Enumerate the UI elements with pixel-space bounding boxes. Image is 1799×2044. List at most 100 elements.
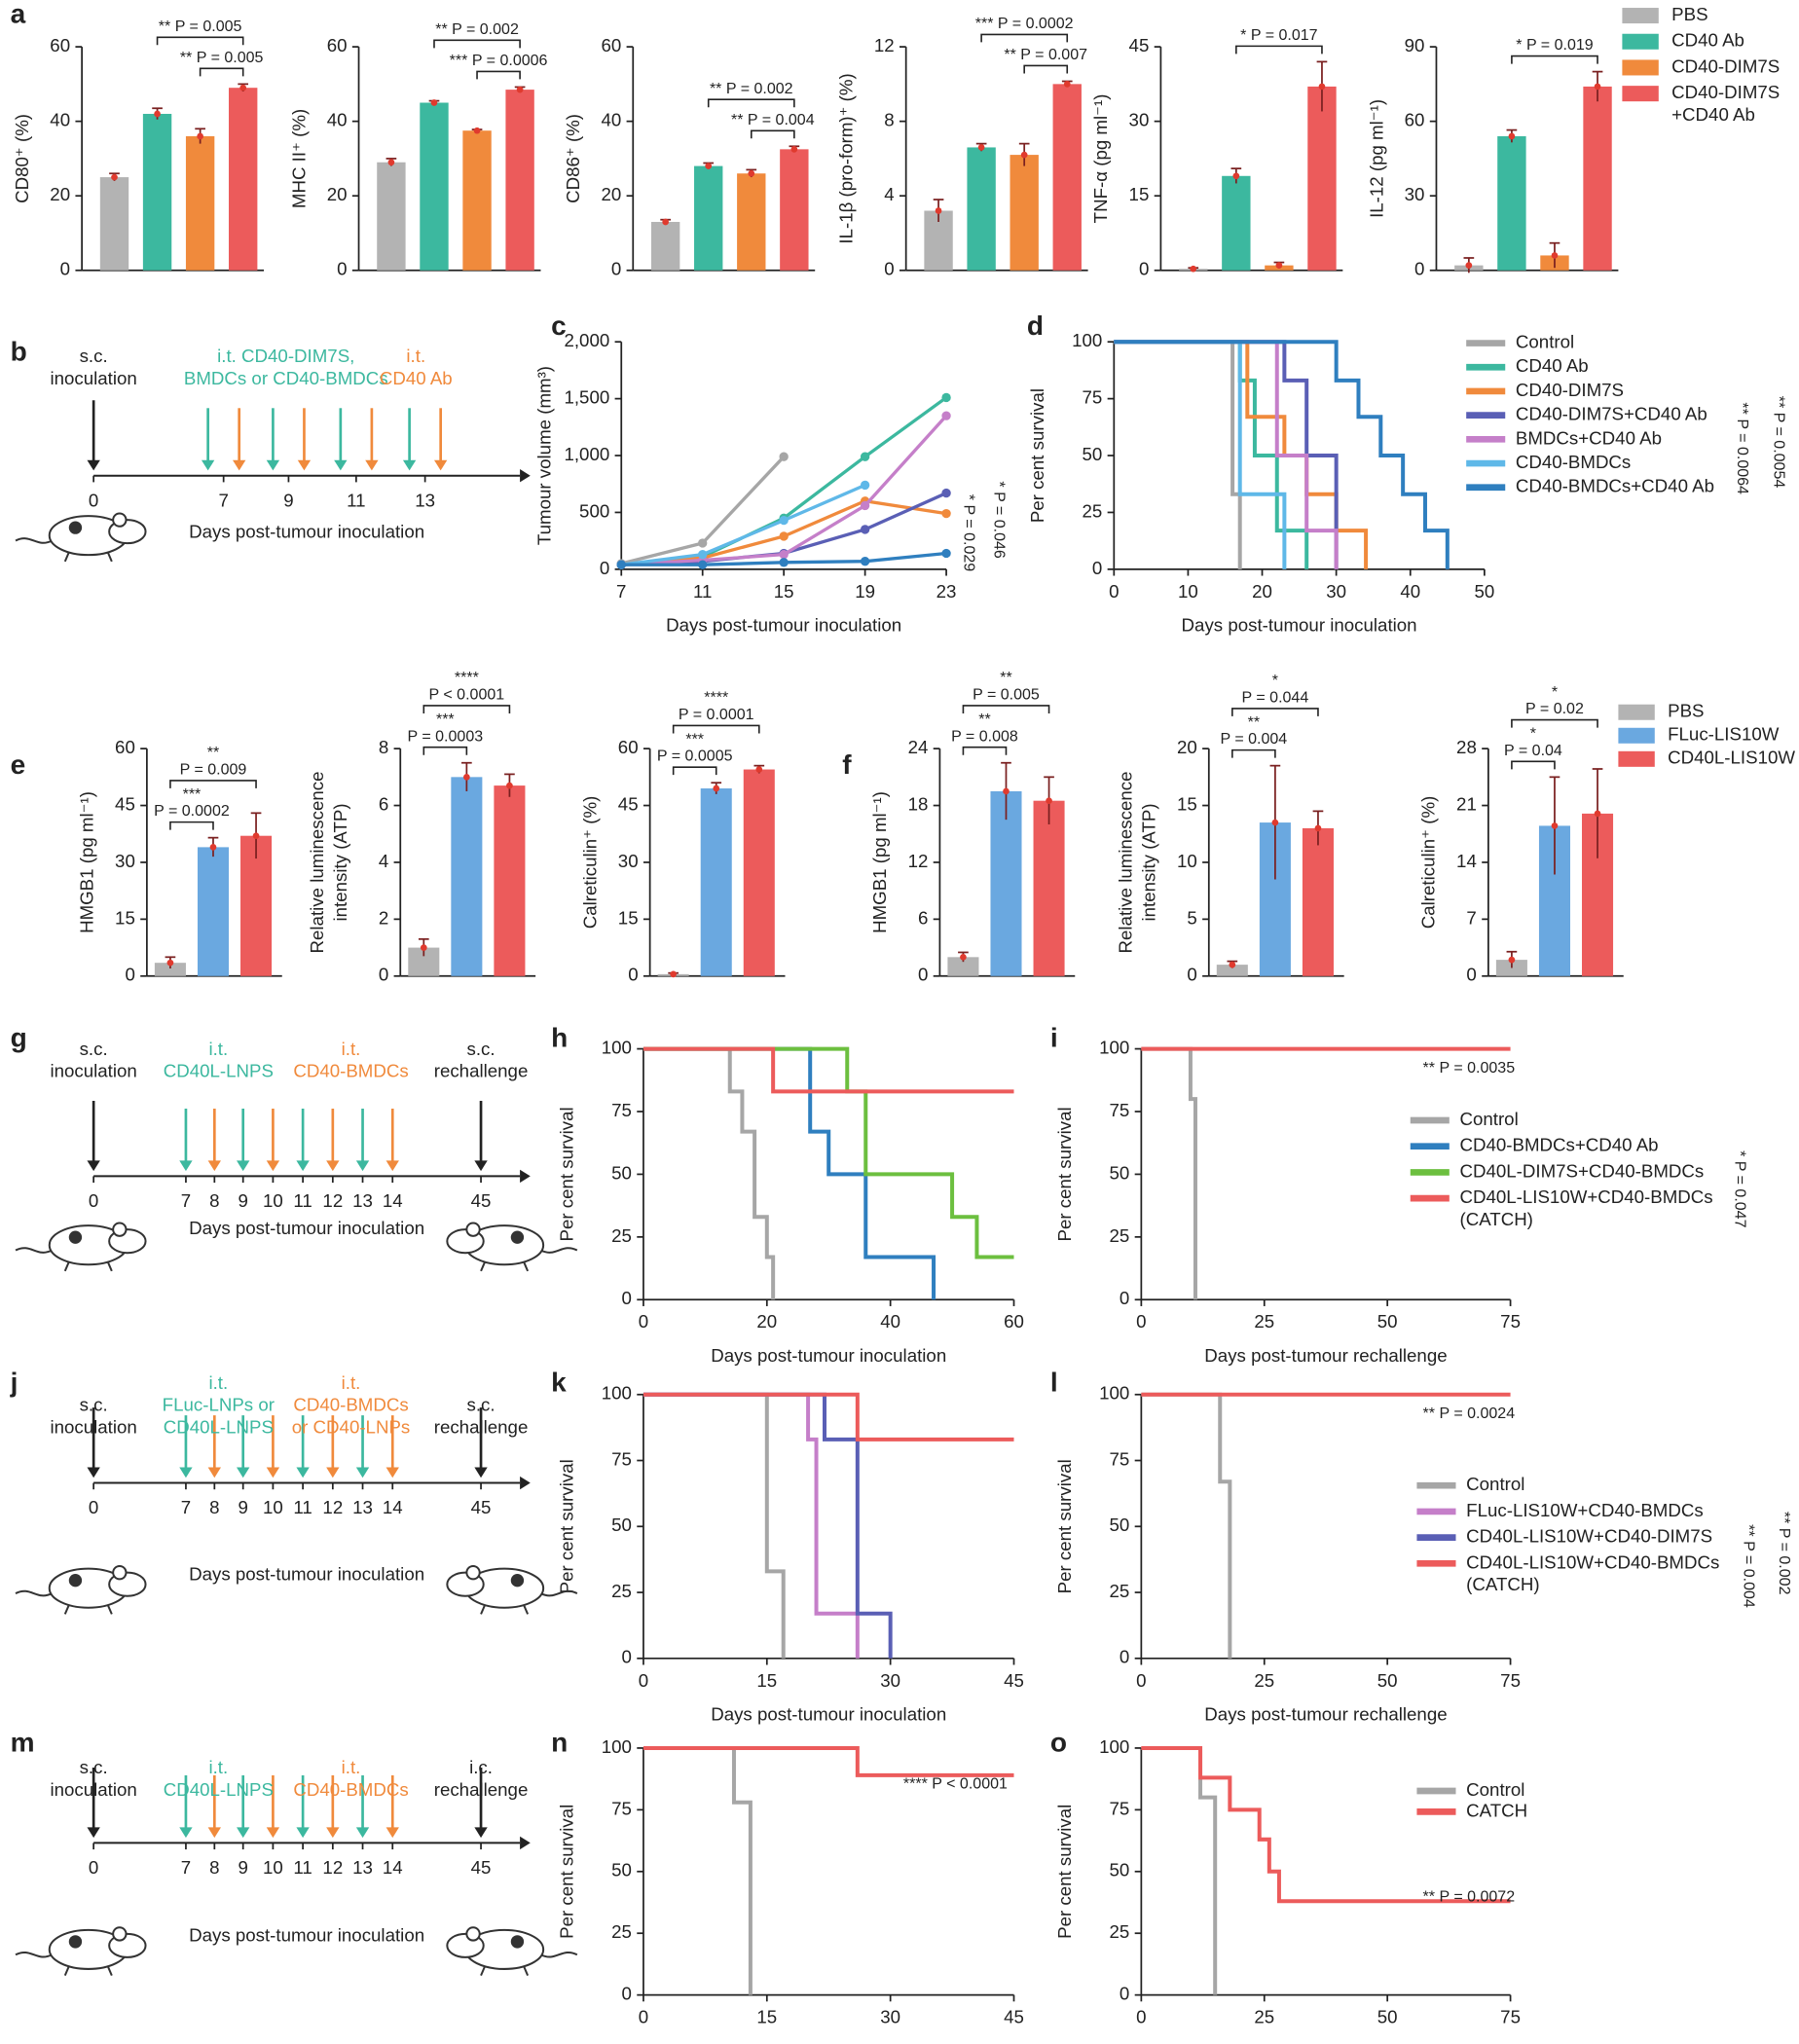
schematic-label: CD40-BMDCs xyxy=(293,1779,408,1800)
x-tick-label: 0 xyxy=(639,2007,648,2027)
y-tick-label: 0 xyxy=(1139,259,1149,279)
x-tick-label: 75 xyxy=(1500,1670,1521,1691)
y-tick-label: 30 xyxy=(115,851,135,871)
significance-stars: *** xyxy=(685,730,704,748)
series-marker xyxy=(779,452,789,461)
y-tick-label: 50 xyxy=(611,1515,632,1535)
x-tick-label: 40 xyxy=(880,1311,900,1332)
schematic-label: s.c. xyxy=(467,1039,496,1059)
bar xyxy=(650,221,680,271)
significance-note: * P = 0.046 xyxy=(990,481,1008,558)
y-tick-label: 60 xyxy=(327,35,348,55)
y-axis-label: Per cent survival xyxy=(556,1459,576,1593)
timeline-tick-label: 8 xyxy=(209,1190,219,1211)
timeline-tick-label: 8 xyxy=(209,1497,219,1517)
mouse-icon xyxy=(15,512,147,563)
arrow-head xyxy=(355,1467,370,1478)
significance-bracket xyxy=(962,705,1050,713)
arrow-head xyxy=(179,1160,193,1172)
legend-label: CD40-BMDCs+CD40 Ab xyxy=(1459,1135,1658,1155)
schematic-label: s.c. xyxy=(80,1039,108,1059)
bar xyxy=(185,135,215,271)
y-tick-label: 20 xyxy=(1177,737,1197,757)
significance-label: *** P = 0.0006 xyxy=(450,52,548,69)
schematic-label: i.t. xyxy=(342,1757,361,1777)
x-tick-label: 23 xyxy=(936,581,957,602)
data-point xyxy=(166,959,174,967)
significance-bracket xyxy=(672,766,717,776)
legend-swatch xyxy=(1622,8,1659,24)
x-axis-label: Days post-tumour rechallenge xyxy=(1204,1345,1447,1366)
bar xyxy=(1497,135,1526,271)
data-point xyxy=(1594,810,1601,818)
y-tick-label: 25 xyxy=(611,1921,632,1942)
panel-label: n xyxy=(551,1727,568,1757)
legend-label: CD40L-LIS10W+CD40-BMDCs xyxy=(1466,1551,1719,1572)
arrow-head xyxy=(296,1827,310,1839)
y-tick-label: 25 xyxy=(1110,1225,1130,1246)
mouse-ear xyxy=(112,1222,128,1237)
timeline-tick-label: 45 xyxy=(471,1857,492,1878)
data-point xyxy=(670,970,678,978)
x-axis-label: Days post-tumour inoculation xyxy=(666,615,901,636)
data-point xyxy=(516,86,524,93)
panel-label: b xyxy=(11,337,27,367)
significance-label: ** P = 0.002 xyxy=(435,20,519,38)
arrow-head xyxy=(233,459,246,471)
y-tick-label: 6 xyxy=(918,907,928,928)
y-tick-label: 20 xyxy=(601,184,621,204)
significance-note: ** P = 0.0024 xyxy=(1423,1405,1516,1422)
data-point xyxy=(154,110,161,118)
legend-label: CD40-DIM7S xyxy=(1671,82,1780,102)
legend-swatch xyxy=(1622,33,1659,50)
significance-note: ** P = 0.0054 xyxy=(1770,396,1787,489)
arrow-head xyxy=(474,1160,488,1172)
legend-swatch xyxy=(1618,750,1655,767)
y-axis-label: Per cent survival xyxy=(556,1107,576,1241)
significance-bracket xyxy=(1231,708,1319,716)
data-point xyxy=(1275,262,1283,269)
y-tick-label: 100 xyxy=(602,1383,632,1404)
y-tick-label: 0 xyxy=(1120,1647,1129,1667)
timeline-tick-label: 7 xyxy=(218,490,228,510)
significance-label: P = 0.04 xyxy=(1504,742,1562,759)
data-point xyxy=(1465,262,1473,269)
data-point xyxy=(387,159,395,166)
schematic-label: s.c. xyxy=(80,1395,108,1415)
significance-label: ** P = 0.002 xyxy=(710,80,793,97)
y-tick-label: 60 xyxy=(50,35,70,55)
x-axis-label: Days post-tumour inoculation xyxy=(711,1703,946,1724)
significance-bracket xyxy=(672,724,760,734)
y-tick-label: 60 xyxy=(601,35,621,55)
y-axis-label: Per cent survival xyxy=(556,1805,576,1939)
survival-curve xyxy=(642,1046,1014,1094)
y-tick-label: 0 xyxy=(622,1288,632,1308)
y-tick-label: 90 xyxy=(1405,35,1425,55)
timeline-tick-label: 10 xyxy=(263,1190,283,1211)
bar xyxy=(154,963,186,976)
panel-label: j xyxy=(10,1367,18,1397)
mouse-leg xyxy=(63,1261,70,1272)
x-tick-label: 0 xyxy=(1136,1311,1146,1332)
legend-swatch xyxy=(1622,59,1659,76)
y-axis-label: IL-1β (pro-form)⁺ (%) xyxy=(836,73,857,243)
schematic-label: rechallenge xyxy=(434,1779,529,1800)
legend-label: CD40 Ab xyxy=(1516,355,1589,376)
arrow-head xyxy=(266,1467,280,1478)
arrow-head xyxy=(179,1827,193,1839)
bar xyxy=(1307,86,1337,271)
mouse-leg xyxy=(523,1604,530,1615)
significance-bracket xyxy=(1235,45,1323,55)
x-tick-label: 25 xyxy=(1254,1311,1274,1332)
timeline-tick-label: 14 xyxy=(383,1857,403,1878)
mouse-icon xyxy=(446,1222,578,1272)
x-tick-label: 30 xyxy=(1326,581,1346,602)
y-tick-label: 25 xyxy=(1083,500,1103,521)
data-point xyxy=(239,84,247,91)
timeline-head xyxy=(520,1836,531,1850)
y-tick-label: 1,500 xyxy=(564,387,609,408)
survival-curve xyxy=(642,1046,936,1300)
significance-label: P = 0.009 xyxy=(180,760,247,778)
mouse-leg xyxy=(480,1604,486,1615)
schematic-label: s.c. xyxy=(80,1757,108,1777)
